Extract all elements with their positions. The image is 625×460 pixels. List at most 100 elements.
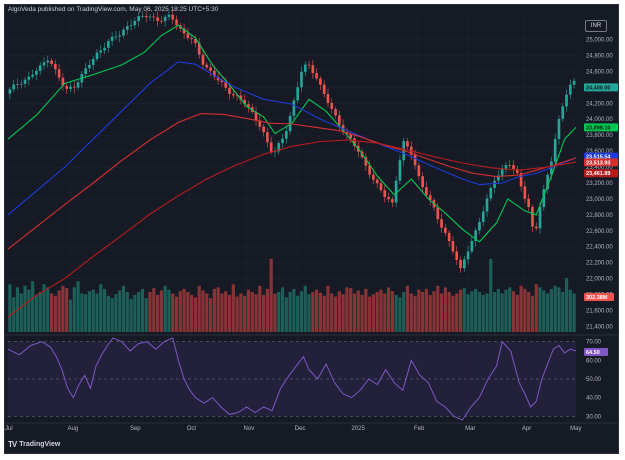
volume-bar [53, 295, 57, 332]
volume-bar [224, 291, 228, 332]
candle-body [23, 79, 27, 84]
candle-body [91, 59, 95, 65]
volume-bar [394, 295, 398, 332]
candle-body [455, 251, 459, 260]
candle-body [228, 87, 231, 95]
candle-body [568, 84, 572, 95]
volume-bar [155, 295, 160, 332]
price-tick-label: 23,400.00 [586, 165, 613, 171]
candle-body [103, 47, 106, 51]
candle-body [65, 85, 69, 89]
volume-bar [538, 287, 542, 332]
candle-body [481, 211, 485, 222]
volume-bar [80, 293, 84, 332]
candle-body [50, 60, 53, 65]
rsi-line [7, 337, 577, 421]
candle-body [148, 16, 152, 18]
volume-bar [243, 295, 247, 332]
candle-body [194, 38, 197, 44]
candle-body [141, 15, 144, 17]
candle-body [565, 94, 568, 107]
candle-body [31, 74, 34, 77]
volume-bar [307, 294, 311, 332]
candle-body [534, 226, 538, 229]
candle-body [35, 70, 38, 75]
candle-body [72, 86, 76, 88]
candle-body [171, 14, 175, 20]
candle-body [319, 78, 322, 85]
time-tick-label: Feb [414, 426, 425, 432]
candle-body [379, 183, 383, 191]
candle-body [224, 82, 228, 88]
candle-body [428, 195, 432, 200]
volume-bar [114, 294, 118, 332]
volume-bar [352, 293, 357, 332]
tradingview-brand-text: TradingView [19, 441, 61, 448]
candle-body [284, 131, 288, 139]
ma-slow-badge: 23,513.93 [586, 160, 610, 166]
candle-body [160, 20, 163, 22]
candle-body [451, 241, 455, 252]
tradingview-logo[interactable]: TV TradingView [8, 440, 60, 449]
volume-bar [421, 291, 425, 332]
candle-body [216, 76, 220, 81]
ma-slow-line [7, 113, 577, 250]
volume-bar [443, 287, 447, 332]
candle-body [334, 109, 337, 116]
candle-body [190, 37, 193, 39]
volume-bar [413, 295, 417, 332]
volume-bar [356, 290, 360, 332]
candle-body [398, 160, 402, 181]
candle-body [163, 16, 167, 22]
candle-body [201, 54, 205, 65]
volume-bar [383, 293, 387, 332]
volume-bar [186, 291, 190, 332]
time-tick-label: Mar [465, 426, 475, 432]
candle-body [561, 106, 565, 119]
volume-badge-bg [584, 293, 614, 301]
price-tick-label: 21,600.00 [586, 308, 613, 314]
volume-bar [106, 295, 110, 332]
volume-bar [42, 284, 46, 332]
candle-body [209, 67, 212, 71]
candle-body [311, 65, 315, 74]
volume-bar [527, 291, 531, 332]
volume-bar [530, 295, 535, 332]
volume-bar [133, 295, 137, 332]
candle-body [254, 111, 258, 121]
time-tick-label: Jul [5, 426, 13, 432]
currency-button[interactable]: INR [585, 20, 607, 32]
volume-bar [432, 291, 436, 332]
candle-body [296, 87, 300, 101]
time-tick-label: 2025 [351, 426, 365, 432]
volume-bar [462, 288, 466, 332]
volume-bar [379, 289, 383, 332]
candle-body [307, 64, 311, 66]
price-tick-label: 24,600.00 [586, 69, 613, 75]
volume-bar [277, 291, 281, 332]
volume-bar [508, 287, 512, 332]
candle-body [54, 64, 57, 70]
volume-bar [254, 294, 258, 332]
rsi-tick-label: 60.00 [586, 358, 602, 364]
candle-body [436, 207, 440, 220]
volume-bar [288, 291, 292, 332]
volume-bar [152, 288, 156, 332]
candle-body [27, 76, 31, 80]
candle-body [406, 141, 409, 147]
time-tick-label: Nov [244, 426, 255, 432]
candle-body [504, 165, 508, 169]
volume-bar [474, 288, 478, 332]
volume-bar [398, 297, 402, 332]
candle-body [489, 188, 493, 199]
candle-body [231, 94, 235, 96]
volume-bar [148, 291, 152, 332]
volume-bar [428, 295, 432, 332]
candle-body [466, 251, 470, 260]
volume-bar [466, 294, 470, 332]
volume-bar [46, 287, 50, 332]
time-tick-label: Apr [522, 426, 531, 432]
candle-body [368, 165, 371, 175]
volume-bar [455, 293, 459, 332]
